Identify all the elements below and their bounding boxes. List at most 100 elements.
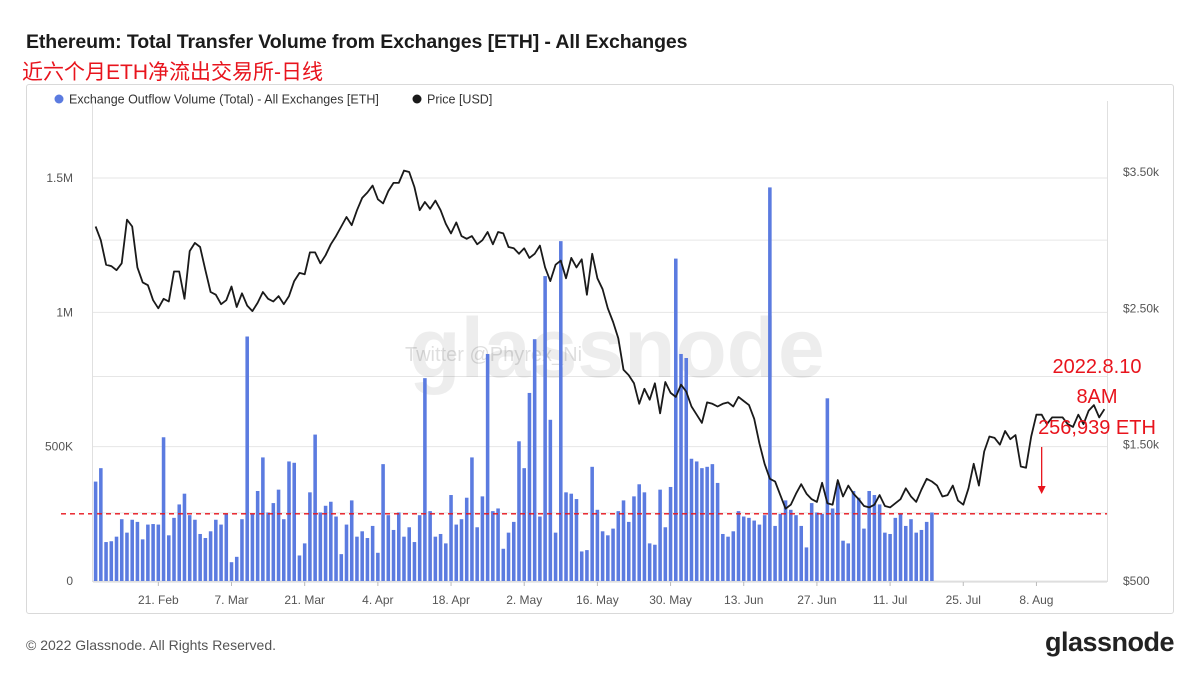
volume-bar — [203, 538, 208, 581]
volume-bar — [883, 532, 887, 581]
volume-bar — [877, 504, 882, 581]
x-tick-label: 4. Apr — [362, 593, 393, 607]
volume-bar — [820, 513, 824, 581]
x-tick-label: 11. Jul — [873, 593, 907, 607]
volume-bar — [736, 511, 741, 581]
volume-bar — [862, 528, 866, 581]
volume-bar — [726, 536, 730, 581]
annotation: 2022.8.10 8AM 256,939 ETH — [1037, 356, 1156, 494]
volume-bar — [480, 496, 485, 581]
volume-bar — [903, 525, 908, 581]
volume-bar — [637, 484, 641, 581]
y-right-tick-label: $500 — [1123, 574, 1150, 588]
y-left-tick-label: 1.5M — [46, 171, 73, 185]
volume-bar — [762, 515, 767, 581]
volume-bar — [595, 509, 600, 581]
x-tick-label: 21. Mar — [284, 593, 325, 607]
volume-bar — [349, 500, 354, 581]
volume-bar — [867, 490, 871, 581]
volume-bar — [647, 543, 652, 581]
volume-bar — [386, 515, 391, 581]
volume-bar — [130, 519, 134, 581]
annotation-text-line: 256,939 ETH — [1038, 417, 1156, 439]
x-tick-label: 27. Jun — [797, 593, 836, 607]
volume-bar — [616, 511, 621, 581]
annotation-text-line: 8AM — [1076, 386, 1117, 408]
volume-bar — [417, 515, 422, 581]
volume-bar — [517, 441, 521, 581]
y-left-tick-label: 1M — [56, 305, 73, 319]
volume-bar — [391, 529, 396, 581]
volume-bar — [674, 258, 678, 581]
volume-bar — [585, 550, 589, 581]
volume-bar — [365, 538, 370, 581]
footer-copyright: © 2022 Glassnode. All Rights Reserved. — [26, 637, 277, 653]
volume-bar — [323, 505, 328, 581]
volume-bar — [919, 529, 924, 581]
volume-bar — [830, 508, 835, 581]
annotation-arrow-head — [1037, 486, 1046, 494]
volume-bar — [193, 519, 197, 581]
volume-bar — [475, 527, 479, 581]
volume-bar — [313, 434, 317, 581]
volume-bar — [167, 535, 171, 581]
x-tick-label: 30. May — [649, 593, 692, 607]
volume-bar — [433, 536, 438, 581]
volume-bar — [156, 524, 161, 581]
volume-bar — [271, 503, 276, 581]
volume-bar — [318, 512, 323, 581]
volume-bar — [564, 492, 568, 581]
volume-bar — [276, 489, 281, 581]
volume-bar — [679, 353, 683, 581]
volume-bar — [590, 466, 594, 581]
volume-bar — [815, 512, 819, 581]
volume-bar — [888, 533, 892, 581]
volume-bar — [438, 533, 443, 581]
volume-bar — [464, 497, 469, 581]
volume-bar — [856, 497, 861, 581]
y-left-tick-label: 500K — [45, 440, 73, 454]
volume-bar — [825, 398, 830, 581]
volume-bar — [396, 512, 401, 581]
volume-bar — [470, 457, 474, 581]
volume-bar — [532, 339, 537, 581]
volume-bar — [841, 540, 845, 581]
volume-bar — [527, 392, 532, 581]
volume-bar — [658, 489, 662, 581]
y-right-tick-label: $3.50k — [1123, 165, 1160, 179]
volume-bar — [626, 521, 631, 581]
volume-bar — [548, 419, 553, 581]
x-tick-label: 8. Aug — [1019, 593, 1053, 607]
price-line — [94, 169, 1106, 510]
volume-bar — [334, 516, 338, 581]
volume-bar — [177, 504, 182, 581]
annotation-text-line: 2022.8.10 — [1053, 356, 1142, 378]
volume-bar — [355, 536, 359, 581]
volume-bar — [789, 509, 793, 581]
volume-bar — [255, 490, 260, 581]
volume-bar — [496, 508, 500, 581]
x-tick-label: 21. Feb — [138, 593, 179, 607]
volume-bar — [182, 493, 187, 581]
watermark-logo-text: glassnode — [409, 301, 824, 395]
volume-bar — [705, 466, 709, 581]
volume-bar — [668, 486, 673, 581]
price-line-series — [94, 169, 1106, 510]
volume-bar — [198, 533, 202, 581]
volume-bar — [161, 437, 166, 581]
glassnode-logo[interactable]: glassnode — [1044, 627, 1175, 657]
volume-bar — [485, 353, 490, 581]
volume-bar — [809, 503, 814, 581]
legend-dot-price — [412, 94, 422, 104]
volume-bar — [114, 536, 119, 581]
volume-bar — [214, 519, 218, 581]
volume-bar — [600, 531, 605, 581]
volume-bar — [407, 527, 411, 581]
volume-bar — [370, 525, 375, 581]
volume-bar — [710, 464, 715, 581]
volume-bar — [109, 541, 114, 581]
volume-bar — [125, 532, 129, 581]
volume-bar — [339, 554, 344, 581]
volume-bar — [360, 531, 364, 581]
watermark-overlay-text: Twitter @Phyrex_Ni — [405, 344, 582, 366]
